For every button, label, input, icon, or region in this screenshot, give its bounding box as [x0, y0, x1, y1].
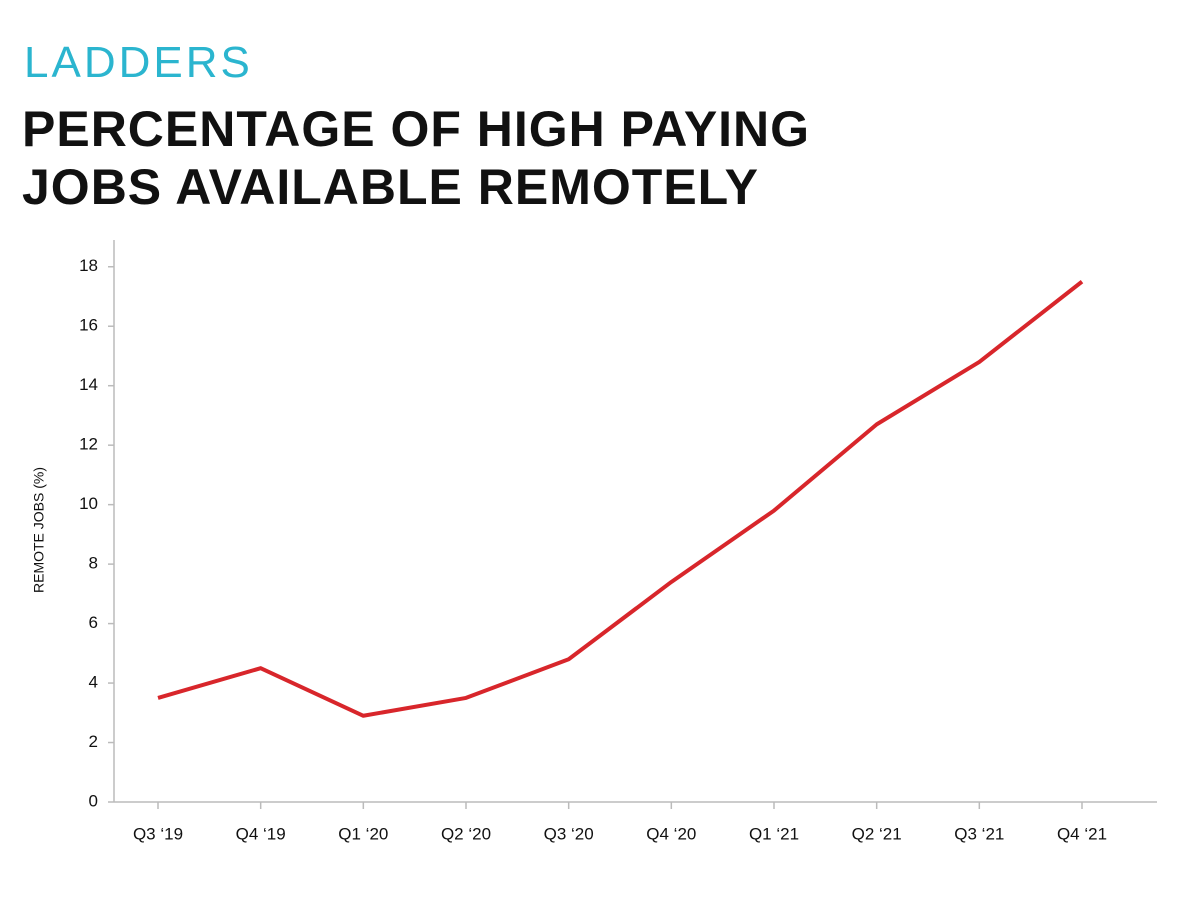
data-line: [157, 280, 1084, 718]
x-tick-label: Q2 ‘20: [441, 824, 491, 843]
x-tick-label: Q4 ‘19: [236, 824, 286, 843]
x-tick-label: Q2 ‘21: [852, 824, 902, 843]
y-tick-label: 10: [79, 494, 98, 513]
x-tick-label: Q3 ‘20: [544, 824, 594, 843]
x-tick-label: Q3 ‘19: [133, 824, 183, 843]
y-tick-label: 2: [89, 732, 98, 751]
brand: LADDERS: [24, 38, 253, 87]
y-tick-label: 14: [79, 375, 98, 394]
x-tick-label: Q4 ‘20: [646, 824, 696, 843]
y-tick-label: 12: [79, 435, 98, 454]
y-tick-label: 18: [79, 256, 98, 275]
x-tick-label: Q1 ‘21: [749, 824, 799, 843]
x-tick-label: Q3 ‘21: [954, 824, 1004, 843]
x-tick-label: Q1 ‘20: [338, 824, 388, 843]
y-tick-label: 16: [79, 316, 98, 335]
y-tick-label: 4: [89, 673, 98, 692]
y-tick-label: 0: [89, 791, 98, 810]
y-axis-label: REMOTE JOBS (%): [31, 467, 47, 593]
x-tick-label: Q4 ‘21: [1057, 824, 1107, 843]
chart-title: PERCENTAGE OF HIGH PAYING JOBS AVAILABLE…: [22, 101, 811, 215]
y-tick-label: 8: [89, 554, 98, 573]
y-tick-label: 6: [89, 613, 98, 632]
